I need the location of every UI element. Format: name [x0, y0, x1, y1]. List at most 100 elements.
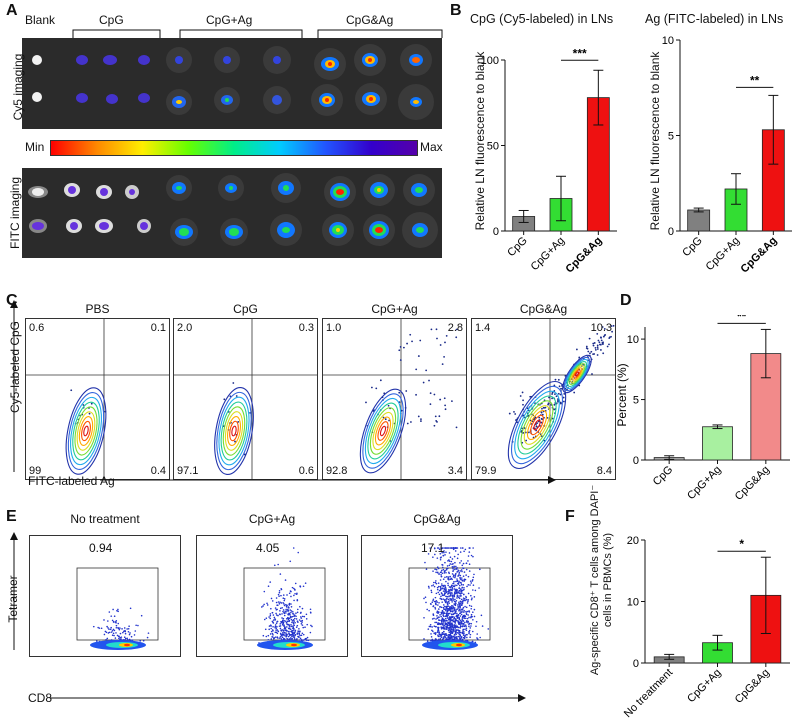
event-dot — [453, 555, 456, 558]
event-dot — [459, 605, 461, 608]
event-dot — [292, 611, 294, 613]
event-dot — [288, 592, 291, 595]
event-dot — [454, 576, 456, 579]
row-label-fitc: FITC imaging — [8, 176, 22, 250]
event-dot — [457, 626, 460, 629]
event-dot — [451, 626, 453, 629]
event-dot — [425, 568, 428, 570]
event-dot — [470, 625, 472, 627]
event-dot — [599, 336, 602, 339]
event-dot — [266, 602, 268, 605]
event-dot — [119, 632, 122, 635]
panel-c-axis-arrows — [10, 300, 556, 484]
significance-label: * — [739, 537, 744, 551]
event-dot — [275, 622, 278, 625]
event-dot — [458, 571, 461, 574]
event-dot — [441, 583, 443, 585]
event-dot — [388, 419, 390, 422]
event-dot — [430, 328, 433, 331]
event-dot — [282, 617, 285, 620]
event-dot — [440, 626, 442, 628]
contour-line — [517, 395, 557, 455]
event-dot — [588, 337, 591, 340]
event-dot — [447, 600, 450, 603]
event-dot — [399, 346, 402, 348]
event-dot — [431, 626, 433, 628]
event-dot — [448, 589, 451, 592]
event-dot — [456, 595, 459, 598]
event-dot — [275, 601, 278, 604]
event-dot — [292, 618, 295, 621]
event-dot — [438, 548, 441, 551]
event-dot — [100, 627, 103, 630]
event-dot — [268, 625, 271, 627]
event-dot — [285, 603, 287, 606]
event-dot — [277, 614, 279, 617]
event-dot — [450, 598, 453, 600]
event-dot — [298, 628, 300, 630]
event-dot — [461, 611, 463, 613]
event-dot — [476, 637, 478, 639]
event-dot — [462, 593, 465, 596]
event-dot — [438, 616, 440, 618]
event-dot — [451, 593, 453, 595]
event-dot — [442, 604, 445, 606]
event-dot — [452, 599, 455, 601]
event-dot — [272, 614, 275, 616]
event-dot — [142, 639, 145, 642]
event-dot — [439, 579, 442, 581]
event-dot — [443, 551, 445, 554]
event-dot — [555, 395, 558, 398]
event-dot — [442, 612, 445, 615]
event-dot — [454, 603, 457, 605]
event-dot — [487, 628, 490, 630]
event-dot — [458, 601, 460, 604]
event-dot — [462, 619, 464, 622]
event-dot — [447, 629, 450, 632]
event-dot — [432, 605, 435, 607]
event-dot — [458, 602, 460, 605]
event-dot — [278, 590, 281, 592]
event-dot — [108, 628, 110, 631]
event-dot — [432, 556, 434, 558]
event-dot — [269, 581, 272, 583]
contour-line — [533, 419, 541, 431]
event-dot — [578, 356, 581, 359]
event-dot — [596, 346, 599, 349]
event-dot — [279, 625, 282, 627]
group-label-cpg-and-ag: CpG&Ag — [346, 13, 394, 27]
event-dot — [463, 617, 465, 620]
event-dot — [433, 424, 436, 427]
event-dot — [468, 610, 470, 612]
event-dot — [449, 628, 451, 631]
event-dot — [468, 625, 470, 628]
event-dot — [557, 400, 559, 403]
event-dot — [274, 626, 276, 629]
chart-d: 0 5 10 CpG CpG+Ag CpG&Ag ** Percent (%) — [615, 315, 790, 500]
event-dot — [289, 637, 292, 639]
event-dot — [283, 614, 286, 617]
event-dot — [269, 624, 272, 626]
event-dot — [467, 598, 470, 601]
event-dot — [427, 585, 430, 588]
contour-line — [364, 397, 402, 465]
event-dot — [451, 615, 454, 618]
event-dot — [275, 597, 278, 599]
event-dot — [443, 547, 446, 549]
event-dot — [451, 604, 453, 607]
event-dot — [139, 640, 142, 642]
event-dot — [278, 602, 281, 605]
event-dot — [304, 626, 306, 628]
event-dot — [302, 626, 305, 629]
contour-line — [520, 400, 554, 450]
event-dot — [470, 616, 472, 619]
event-dot — [438, 638, 440, 641]
event-dot — [606, 345, 609, 348]
event-dot — [280, 620, 282, 623]
contour-line — [566, 361, 588, 387]
event-dot — [135, 624, 137, 627]
event-dot — [269, 614, 272, 617]
event-dot — [288, 627, 291, 629]
event-dot — [467, 614, 469, 616]
event-dot — [457, 614, 459, 617]
